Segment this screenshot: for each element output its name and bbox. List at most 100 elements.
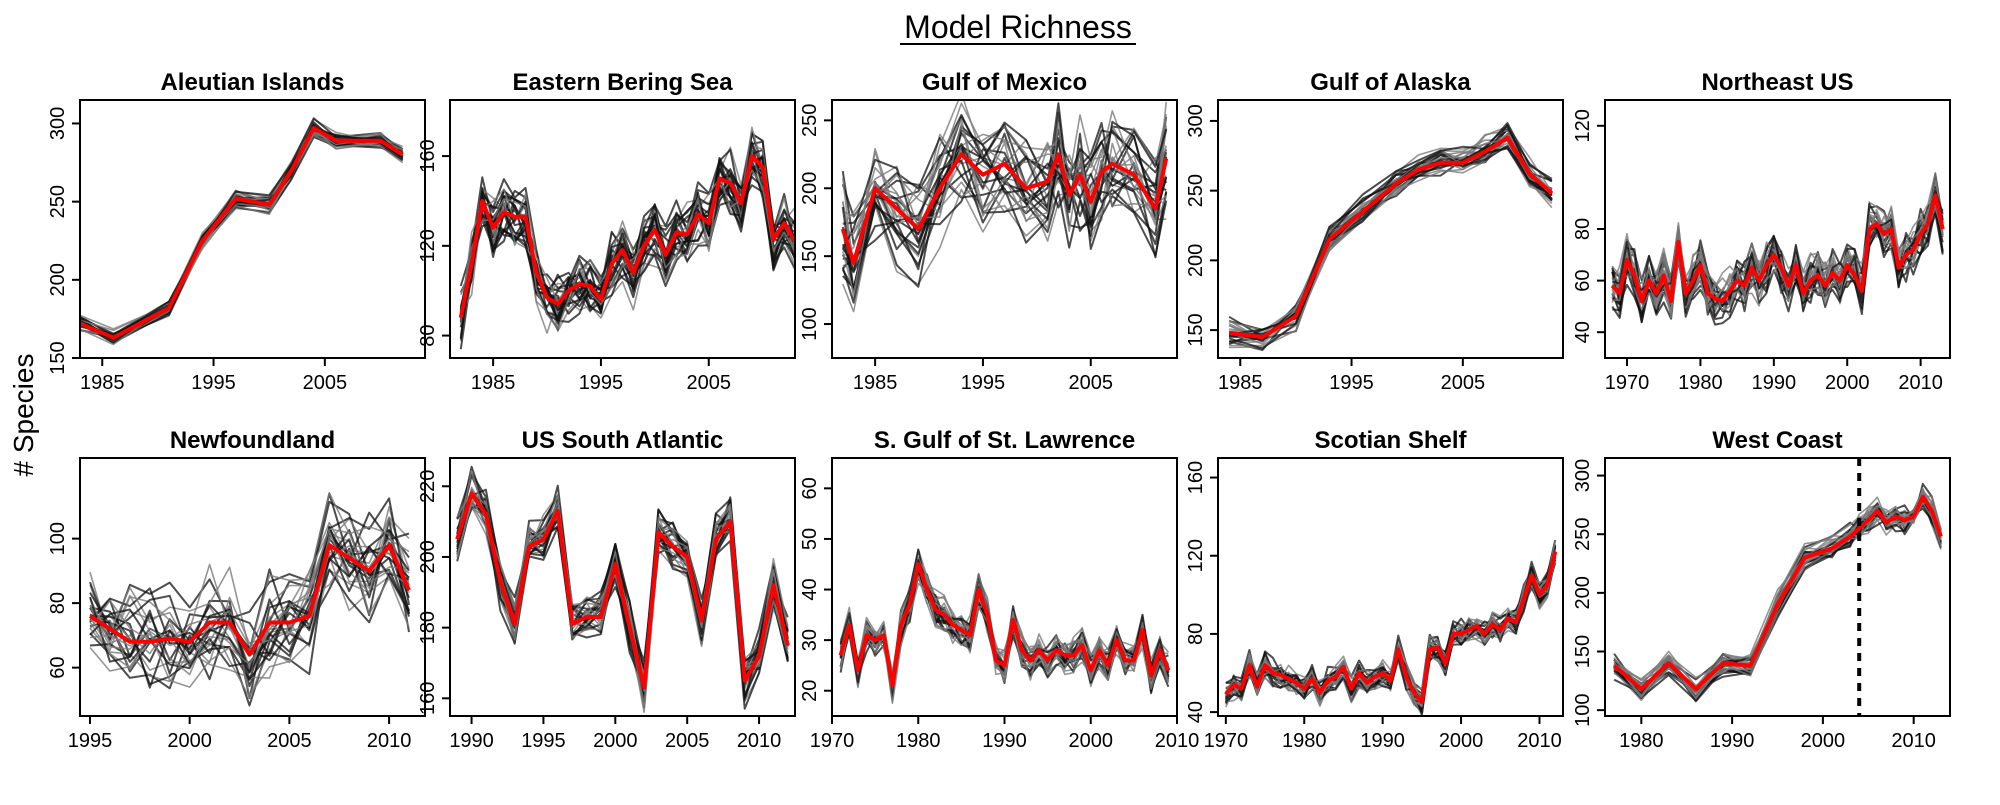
model-run-line [80, 117, 404, 338]
x-tick-label: 1970 [810, 730, 855, 752]
panel-title: Gulf of Alaska [1310, 69, 1471, 96]
model-run-line [842, 125, 1167, 235]
model-run-line [1228, 138, 1553, 350]
panel-frame [1604, 457, 1951, 717]
y-tick-label: 300 [47, 107, 69, 140]
mean-series-line [840, 152, 1169, 265]
x-tick-label: 1995 [68, 730, 113, 752]
x-tick-label: 1995 [961, 372, 1006, 394]
model-run-line [1613, 489, 1942, 697]
model-run-line [80, 126, 404, 344]
x-tick-label: 1980 [1282, 730, 1327, 752]
plot-area [455, 465, 790, 714]
panel-title: US South Atlantic [522, 427, 724, 454]
x-tick-label: 2010 [737, 730, 782, 752]
model-run-line [80, 127, 404, 343]
plot-area [1612, 458, 1943, 716]
panel-title: Aleutian Islands [160, 69, 344, 96]
x-tick-label: 2005 [665, 730, 710, 752]
x-tick-label: 1990 [1752, 372, 1797, 394]
model-run-line [1229, 135, 1553, 332]
x-tick-label: 1990 [1360, 730, 1405, 752]
x-tick-label: 1995 [579, 372, 624, 394]
model-run-line [1228, 124, 1553, 336]
y-tick-label: 300 [1185, 104, 1207, 137]
plot-area [840, 100, 1169, 313]
panel-title: West Coast [1712, 427, 1842, 454]
panel-northeast-us: Northeast US 1970 1980 1990 2000 2010 40 60 80 12… [1572, 69, 1951, 394]
x-tick-label: 2005 [267, 730, 312, 752]
model-run-line [1229, 133, 1553, 349]
model-run-line [80, 118, 404, 332]
model-run-line [1228, 128, 1553, 331]
panel-frame [1217, 99, 1564, 359]
x-tick-label: 2010 [1898, 372, 1943, 394]
model-run-line [80, 130, 404, 341]
x-tick-label: 2010 [1155, 730, 1200, 752]
model-run-line [1613, 502, 1942, 700]
panel-title: Gulf of Mexico [922, 69, 1087, 96]
x-tick-label: 1990 [982, 730, 1027, 752]
model-run-line [1228, 139, 1553, 342]
model-run-line [1228, 142, 1553, 340]
panel-frame [1217, 457, 1564, 717]
x-tick-label: 1985 [471, 372, 516, 394]
model-run-line [80, 122, 404, 330]
x-tick-label: 1970 [1204, 730, 1249, 752]
model-run-line [80, 126, 404, 336]
model-run-line [80, 130, 404, 343]
model-run-line [80, 124, 404, 340]
model-run-line [1228, 134, 1553, 341]
y-tick-label: 150 [47, 341, 69, 374]
x-tick-label: 1985 [80, 372, 125, 394]
y-tick-label: 160 [1185, 461, 1207, 494]
y-tick-label: 80 [1572, 218, 1594, 240]
y-tick-label: 40 [1572, 321, 1594, 343]
figure-y-axis-label: # Species [8, 354, 39, 477]
figure-title: Model Richness [904, 9, 1132, 45]
x-tick-label: 2010 [1891, 730, 1936, 752]
plot-area [838, 548, 1171, 705]
model-run-line [1228, 124, 1553, 338]
y-tick-label: 60 [799, 477, 821, 499]
model-run-line [1229, 147, 1553, 336]
plot-area [88, 491, 411, 707]
panel-newfoundland: Newfoundland 1995 2000 2005 2010 60 80 100 [47, 427, 426, 752]
model-run-line [80, 121, 404, 336]
y-tick-label: 30 [799, 629, 821, 651]
y-tick-label: 80 [47, 592, 69, 614]
mean-series-line [455, 491, 790, 690]
panel-title: S. Gulf of St. Lawrence [874, 427, 1135, 454]
panel-title: Scotian Shelf [1314, 427, 1467, 454]
y-tick-label: 100 [1572, 693, 1594, 726]
model-run-line [842, 159, 1167, 258]
panel-frame [79, 457, 426, 717]
x-tick-label: 1970 [1605, 372, 1650, 394]
model-run-line [89, 525, 410, 675]
y-tick-label: 80 [417, 324, 439, 346]
model-run-line [80, 128, 404, 337]
y-tick-label: 250 [47, 185, 69, 218]
y-tick-label: 20 [799, 680, 821, 702]
mean-series-line [88, 543, 411, 657]
panel-frame [449, 457, 796, 717]
model-run-line [1229, 132, 1553, 343]
model-run-line [1228, 138, 1553, 345]
panel-frame [79, 99, 426, 359]
panel-aleutian-islands: Aleutian Islands 1985 1995 2005 150 200 250 300 [47, 69, 426, 394]
y-tick-label: 200 [417, 540, 439, 573]
model-run-line [842, 121, 1167, 294]
model-run-line [1228, 135, 1553, 343]
model-run-line [80, 130, 403, 339]
model-run-line [1611, 188, 1944, 313]
x-tick-label: 2000 [1439, 730, 1484, 752]
mean-series-line [1224, 551, 1558, 705]
model-run-line [80, 127, 404, 343]
panels: Aleutian Islands 1985 1995 2005 150 200 250 300… [47, 69, 1951, 752]
x-tick-label: 2000 [1801, 730, 1846, 752]
y-tick-label: 60 [47, 657, 69, 679]
plot-area [1610, 172, 1945, 326]
model-run-line [80, 125, 404, 344]
mean-series-line [1610, 193, 1945, 304]
x-tick-label: 2000 [593, 730, 638, 752]
